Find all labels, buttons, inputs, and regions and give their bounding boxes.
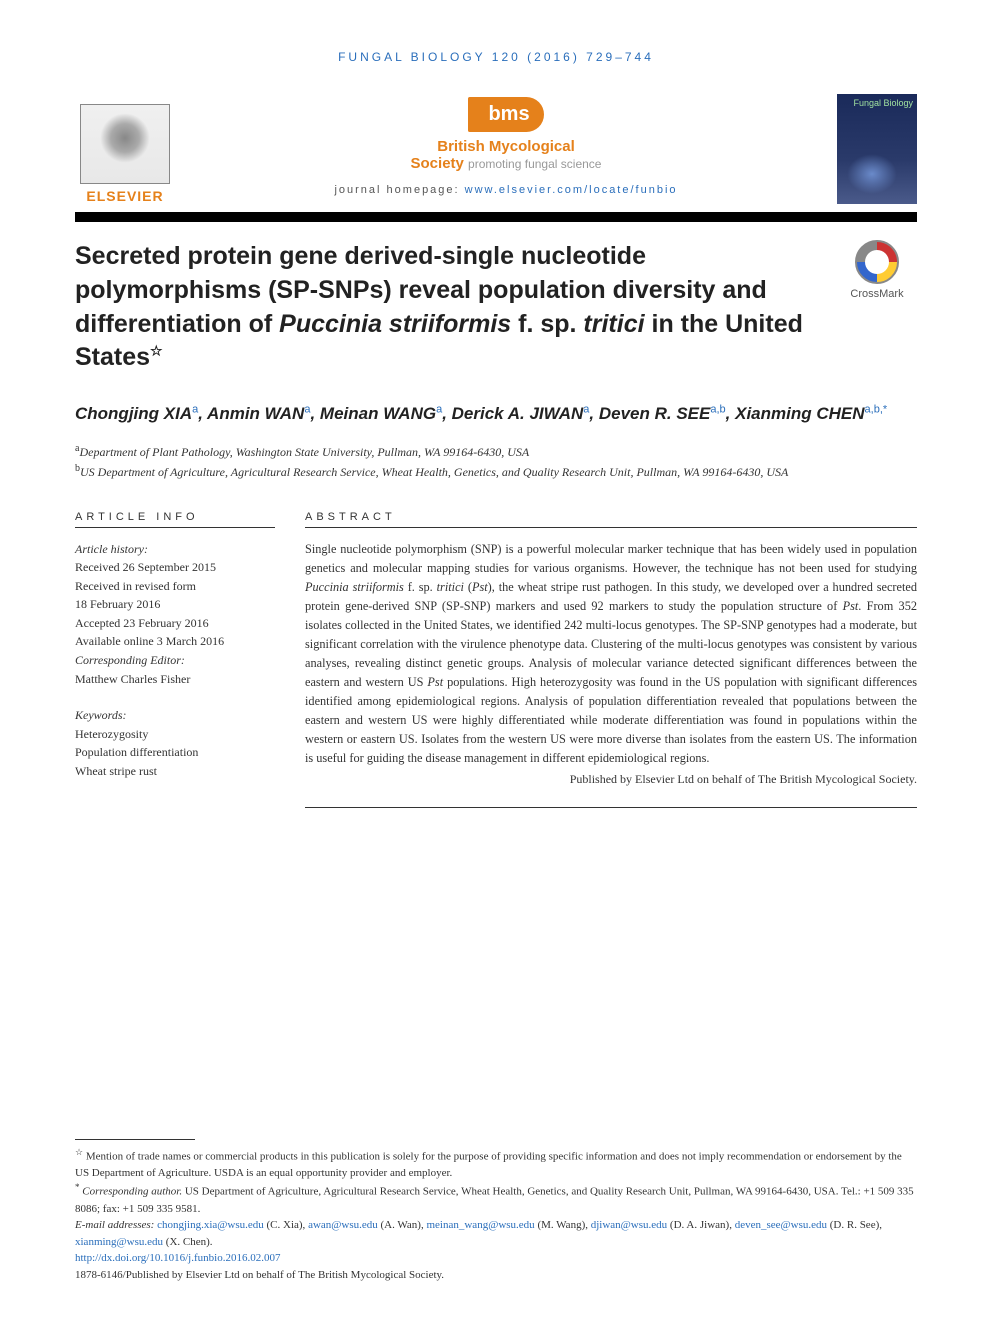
crossmark-label: CrossMark <box>837 288 917 300</box>
crossmark-badge[interactable]: CrossMark <box>837 240 917 300</box>
author: Derick A. JIWANa <box>452 404 590 423</box>
received-date: Received 26 September 2015 <box>75 558 275 577</box>
abstract-column: ABSTRACT Single nucleotide polymorphism … <box>305 511 917 809</box>
corr-editor-name: Matthew Charles Fisher <box>75 670 275 689</box>
title-mid: f. sp. <box>511 310 583 338</box>
doi-link[interactable]: http://dx.doi.org/10.1016/j.funbio.2016.… <box>75 1250 917 1267</box>
corresponding-author-footnote: * Corresponding author. US Department of… <box>75 1181 917 1217</box>
email-link[interactable]: meinan_wang@wsu.edu <box>426 1219 534 1231</box>
email-link[interactable]: djiwan@wsu.edu <box>591 1219 667 1231</box>
email-link[interactable]: chongjing.xia@wsu.edu <box>157 1219 264 1231</box>
publisher-header: ELSEVIER bms British Mycological Society… <box>75 94 917 204</box>
history-label: Article history: <box>75 540 275 559</box>
divider-bar <box>75 212 917 222</box>
author: Xianming CHENa,b,* <box>735 404 887 423</box>
info-rule <box>75 527 275 528</box>
keyword: Wheat stripe rust <box>75 762 275 781</box>
homepage-link[interactable]: www.elsevier.com/locate/funbio <box>465 184 678 196</box>
corr-editor-label: Corresponding Editor: <box>75 651 275 670</box>
publisher-line: Published by Elsevier Ltd on behalf of T… <box>305 772 917 787</box>
online-date: Available online 3 March 2016 <box>75 632 275 651</box>
email-link[interactable]: xianming@wsu.edu <box>75 1236 163 1248</box>
affiliation-b: bUS Department of Agriculture, Agricultu… <box>75 461 917 481</box>
bms-society-name: British Mycological Society promoting fu… <box>195 138 817 172</box>
title-ital2: tritici <box>583 310 644 338</box>
bms-logo-icon: bms <box>468 97 543 132</box>
email-link[interactable]: awan@wsu.edu <box>308 1219 378 1231</box>
homepage-label: journal homepage: <box>334 184 464 196</box>
elsevier-tree-icon <box>80 104 170 184</box>
elsevier-logo[interactable]: ELSEVIER <box>75 94 175 204</box>
info-abstract-row: ARTICLE INFO Article history: Received 2… <box>75 511 917 809</box>
keywords-block: Keywords: HeterozygosityPopulation diffe… <box>75 706 275 780</box>
bms-name-rest: Society <box>411 155 464 172</box>
article-title: Secreted protein gene derived-single nuc… <box>75 240 817 375</box>
title-ital1: Puccinia striiformis <box>279 310 511 338</box>
revised-line2: 18 February 2016 <box>75 595 275 614</box>
bms-name-bold: British Mycological <box>437 138 575 155</box>
keywords-label: Keywords: <box>75 706 275 725</box>
author-list: Chongjing XIAa, Anmin WANa, Meinan WANGa… <box>75 401 917 427</box>
journal-cover-thumbnail[interactable]: Fungal Biology <box>837 94 917 204</box>
email-footnote: E-mail addresses: chongjing.xia@wsu.edu … <box>75 1217 917 1250</box>
author: Deven R. SEEa,b <box>599 404 726 423</box>
abstract-body: Single nucleotide polymorphism (SNP) is … <box>305 540 917 769</box>
article-info-heading: ARTICLE INFO <box>75 511 275 523</box>
abstract-end-rule <box>305 807 917 808</box>
abstract-heading: ABSTRACT <box>305 511 917 523</box>
article-info-column: ARTICLE INFO Article history: Received 2… <box>75 511 275 809</box>
author: Chongjing XIAa <box>75 404 198 423</box>
bms-block: bms British Mycological Society promotin… <box>175 97 837 204</box>
journal-reference: FUNGAL BIOLOGY 120 (2016) 729–744 <box>75 50 917 64</box>
email-link[interactable]: deven_see@wsu.edu <box>735 1219 827 1231</box>
footnotes: ☆ Mention of trade names or commercial p… <box>75 1139 917 1283</box>
cover-title: Fungal Biology <box>853 98 913 108</box>
elsevier-wordmark: ELSEVIER <box>86 188 163 204</box>
title-row: Secreted protein gene derived-single nuc… <box>75 240 917 375</box>
author: Anmin WANa <box>207 404 310 423</box>
bms-tagline: promoting fungal science <box>468 157 601 171</box>
affiliations: aDepartment of Plant Pathology, Washingt… <box>75 441 917 481</box>
revised-line1: Received in revised form <box>75 577 275 596</box>
issn-line: 1878-6146/Published by Elsevier Ltd on b… <box>75 1267 917 1284</box>
disclaimer-footnote: ☆ Mention of trade names or commercial p… <box>75 1146 917 1182</box>
footnote-rule <box>75 1139 195 1140</box>
crossmark-icon <box>855 240 899 284</box>
author: Meinan WANGa <box>320 404 442 423</box>
journal-homepage: journal homepage: www.elsevier.com/locat… <box>195 184 817 196</box>
keyword: Heterozygosity <box>75 725 275 744</box>
accepted-date: Accepted 23 February 2016 <box>75 614 275 633</box>
keyword: Population differentiation <box>75 743 275 762</box>
abstract-rule <box>305 527 917 528</box>
title-star: ☆ <box>150 343 163 359</box>
affiliation-a: aDepartment of Plant Pathology, Washingt… <box>75 441 917 461</box>
article-history: Article history: Received 26 September 2… <box>75 540 275 689</box>
